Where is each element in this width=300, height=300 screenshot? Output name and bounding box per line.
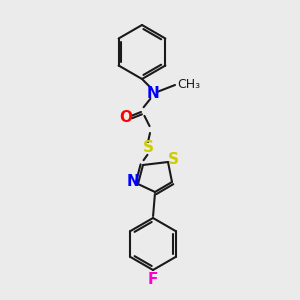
Text: F: F bbox=[148, 272, 158, 287]
Text: S: S bbox=[142, 140, 154, 155]
Text: N: N bbox=[127, 175, 140, 190]
Text: CH₃: CH₃ bbox=[177, 79, 200, 92]
Text: O: O bbox=[119, 110, 133, 124]
Text: S: S bbox=[167, 152, 178, 167]
Text: N: N bbox=[147, 85, 159, 100]
